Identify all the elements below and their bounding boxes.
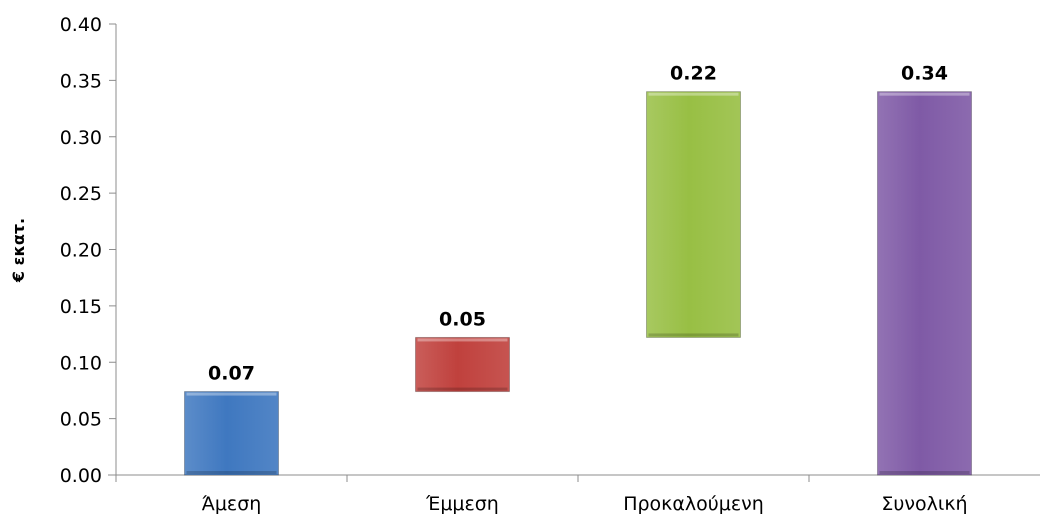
bar-highlight [186, 392, 277, 396]
bar-rect [646, 91, 741, 338]
bar-rect [184, 391, 279, 476]
data-label: 0.05 [439, 308, 486, 330]
y-tick-label: 0.10 [60, 352, 102, 374]
data-label: 0.07 [208, 363, 255, 385]
x-tick-label: Άμεση [202, 493, 262, 515]
y-tick-label: 0.00 [60, 465, 102, 487]
bar-3 [646, 91, 741, 338]
bar-shade [648, 333, 739, 337]
bar-1 [184, 391, 279, 476]
bar-highlight [648, 92, 739, 96]
bar-shade [417, 387, 508, 391]
bar-shade [879, 471, 970, 474]
labels: 0.07 0.05 0.22 0.34 [208, 63, 948, 385]
bar-highlight [417, 338, 508, 342]
x-tick-label: Έμμεση [425, 493, 499, 515]
y-axis-title: € εκατ. [9, 218, 28, 283]
y-tick-label: 0.40 [60, 14, 102, 36]
data-label: 0.22 [670, 63, 717, 85]
bar-rect [877, 91, 972, 476]
bar-highlight [879, 92, 970, 96]
data-label: 0.34 [901, 63, 948, 85]
y-tick-label: 0.35 [60, 70, 102, 92]
bar-2 [415, 336, 510, 393]
bar-shade [186, 471, 277, 474]
y-tick-label: 0.20 [60, 240, 102, 262]
y-tick-label: 0.25 [60, 183, 102, 205]
x-tick-label: Συνολική [881, 493, 967, 515]
bar-rect [415, 336, 510, 393]
y-tick-label: 0.15 [60, 296, 102, 318]
x-tick-label: Προκαλούμενη [623, 493, 764, 515]
bars [184, 91, 972, 476]
bar-4 [877, 91, 972, 476]
y-tick-label: 0.30 [60, 127, 102, 149]
axes: 0.00 0.05 0.10 0.15 0.20 0.25 0.30 0.35 0.40 Άμεσ… [60, 14, 1040, 515]
y-tick-label: 0.05 [60, 409, 102, 431]
